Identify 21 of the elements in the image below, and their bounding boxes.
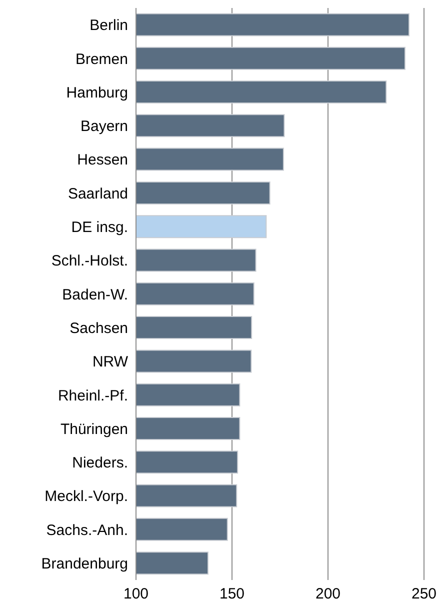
y-tick-label: Meckl.-Vorp. — [44, 488, 128, 506]
x-tick-label: 150 — [219, 586, 245, 603]
y-tick-label: Schl.-Holst. — [51, 252, 128, 270]
y-tick-label: Bremen — [75, 50, 128, 68]
y-tick-label: Hessen — [77, 152, 128, 169]
y-tick-label: Rheinl.-Pf. — [58, 387, 128, 404]
y-tick-label: Thüringen — [60, 420, 128, 438]
y-tick-label: DE insg. — [71, 219, 128, 236]
y-tick-label: Berlin — [90, 17, 128, 34]
y-tick-label: Saarland — [68, 185, 128, 202]
y-tick-label: Sachs.-Anh. — [46, 522, 128, 539]
x-tick-label: 200 — [315, 586, 341, 603]
y-tick-label: Brandenburg — [41, 556, 128, 572]
x-tick-label: 100 — [123, 586, 149, 603]
y-tick-label: Hamburg — [66, 84, 128, 102]
y-tick-label: NRW — [92, 354, 129, 371]
y-tick-label: Sachsen — [70, 320, 128, 337]
y-tick-label: Bayern — [80, 118, 128, 136]
y-tick-label: Baden-W. — [62, 286, 128, 304]
y-tick-label: Nieders. — [72, 454, 128, 472]
x-tick-label: 250 — [411, 586, 437, 603]
